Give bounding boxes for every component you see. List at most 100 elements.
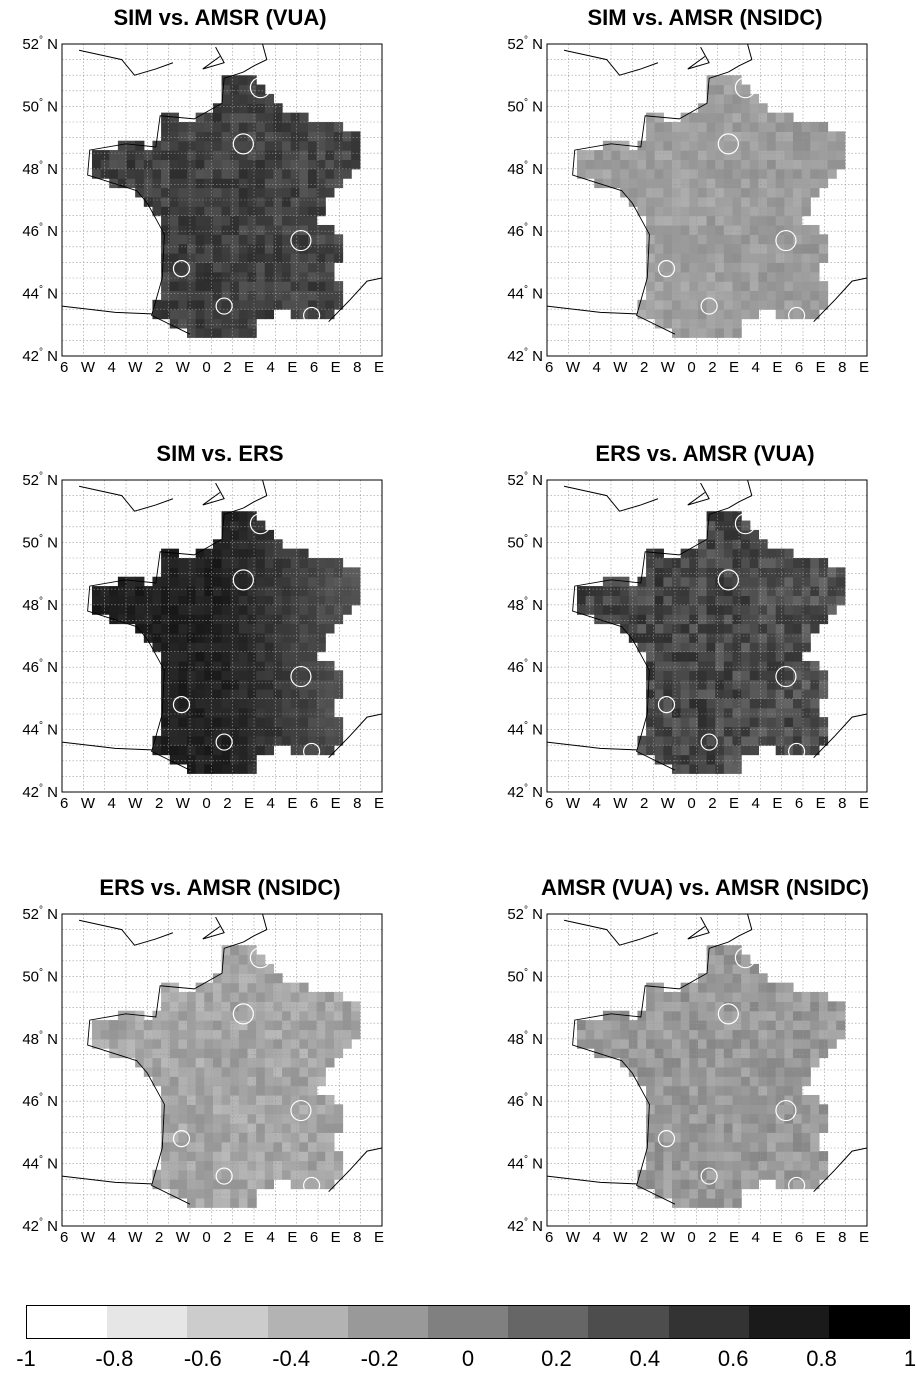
latitude-label: 46° N (22, 222, 58, 240)
site-circle (700, 733, 718, 751)
colorbar-tick-label: -0.8 (95, 1346, 134, 1371)
latitude-label: 44° N (507, 285, 543, 303)
colorbar-tick-label: 0.4 (629, 1346, 661, 1371)
map-panel: ERS vs. AMSR (VUA) 52° N 50° N 48° N 46° N 44… (495, 440, 915, 840)
correlation-map: 52° N 50° N 48° N 46° N 44° N 42° N6 W 4 W 2 … (507, 471, 869, 812)
site-circle (657, 260, 676, 278)
site-circle (215, 1167, 233, 1185)
site-circle (232, 569, 254, 591)
coastline (728, 479, 753, 509)
latitude-label: 44° N (507, 1155, 543, 1173)
latitude-label: 50° N (507, 967, 543, 985)
colorbar-segment (107, 1306, 188, 1338)
latitude-label: 52° N (22, 35, 58, 53)
site-circle (290, 665, 312, 688)
coastline (546, 741, 637, 751)
site-circle (303, 306, 321, 325)
coastline (78, 919, 174, 946)
latitude-label: 48° N (507, 596, 543, 614)
coastline (563, 485, 659, 512)
latitude-label: 42° N (22, 1217, 58, 1235)
coastline (243, 479, 268, 509)
coastline (202, 482, 225, 506)
colorbar-segment (187, 1306, 268, 1338)
colorbar-segment (828, 1306, 910, 1338)
site-circle (775, 229, 797, 252)
latitude-label: 50° N (507, 533, 543, 551)
colorbar-tick-label: 0.6 (717, 1346, 749, 1371)
latitude-label: 46° N (507, 1092, 543, 1110)
latitude-label: 50° N (22, 967, 58, 985)
colorbar (26, 1305, 910, 1339)
site-circle (232, 1003, 254, 1025)
map-frame (61, 913, 383, 1227)
correlation-map: 52° N 50° N 48° N 46° N 44° N 42° N6 W 4 W 2 … (507, 905, 869, 1246)
correlation-cells (576, 75, 846, 338)
panel-title: AMSR (VUA) vs. AMSR (NSIDC) (541, 875, 869, 900)
site-circle (172, 1130, 191, 1148)
map-frame (546, 913, 868, 1227)
site-circle (717, 569, 739, 591)
colorbar-segment (27, 1306, 108, 1338)
latitude-label: 50° N (507, 97, 543, 115)
correlation-cells (91, 75, 361, 338)
site-circle (249, 513, 271, 535)
latitude-label: 50° N (22, 533, 58, 551)
colorbar-segment (588, 1306, 669, 1338)
latitude-label: 52° N (22, 905, 58, 923)
colorbar-tick-label: -0.6 (183, 1346, 222, 1371)
site-circle (290, 229, 312, 252)
latitude-label: 52° N (507, 905, 543, 923)
correlation-map: 52° N 50° N 48° N 46° N 44° N 42° N6 W 4 W 2 … (22, 905, 384, 1246)
coastline (78, 49, 174, 76)
latitude-label: 44° N (507, 721, 543, 739)
correlation-cells (576, 945, 846, 1208)
map-frame (546, 479, 868, 793)
correlation-cells (576, 511, 846, 774)
colorbar-segment (668, 1306, 749, 1338)
coastline (328, 1147, 383, 1193)
map-frame (546, 43, 868, 357)
colorbar-segment (347, 1306, 428, 1338)
map-panel: SIM vs. AMSR (VUA) 52° N 50° N 48° N 46° N 44… (10, 4, 430, 404)
grid-lines (62, 44, 382, 356)
colorbar-tick-label: -0.2 (360, 1346, 399, 1371)
site-circle (734, 947, 756, 969)
france-coastline (572, 941, 729, 1205)
latitude-label: 46° N (22, 658, 58, 676)
coastline (61, 741, 152, 751)
longitude-labels: 6 W 4 W 2 W 0 2 E 4 E 6 E 8 E (545, 1229, 869, 1246)
correlation-cells (91, 945, 361, 1208)
panel-title: ERS vs. AMSR (NSIDC) (99, 875, 341, 900)
france-coastline (87, 71, 244, 335)
coastline (546, 305, 637, 315)
site-circle (734, 513, 756, 535)
map-frame (61, 43, 383, 357)
latitude-label: 48° N (22, 160, 58, 178)
site-circle (215, 297, 233, 315)
site-circle (775, 665, 797, 688)
latitude-label: 48° N (507, 1030, 543, 1048)
map-panel: ERS vs. AMSR (NSIDC) 52° N 50° N 48° N 46° N… (10, 874, 430, 1274)
coastline (728, 913, 753, 943)
france-coastline (87, 507, 244, 771)
latitude-label: 42° N (507, 1217, 543, 1235)
panel-title: ERS vs. AMSR (VUA) (595, 441, 815, 466)
panel-title: SIM vs. AMSR (NSIDC) (587, 5, 823, 30)
site-circle (232, 133, 254, 155)
latitude-label: 42° N (507, 783, 543, 801)
longitude-labels: 6 W 4 W 2 W 0 2 E 4 E 6 E 8 E (545, 359, 869, 376)
coastline (243, 913, 268, 943)
site-circle (788, 1176, 806, 1195)
site-circle (717, 1003, 739, 1025)
site-circle (700, 297, 718, 315)
map-frame (61, 479, 383, 793)
coastline (202, 916, 225, 940)
grid-lines (547, 44, 867, 356)
coastline (687, 46, 710, 70)
latitude-label: 42° N (507, 347, 543, 365)
site-circle (303, 742, 321, 761)
coastline (813, 713, 868, 759)
site-circle (249, 947, 271, 969)
latitude-label: 48° N (22, 1030, 58, 1048)
